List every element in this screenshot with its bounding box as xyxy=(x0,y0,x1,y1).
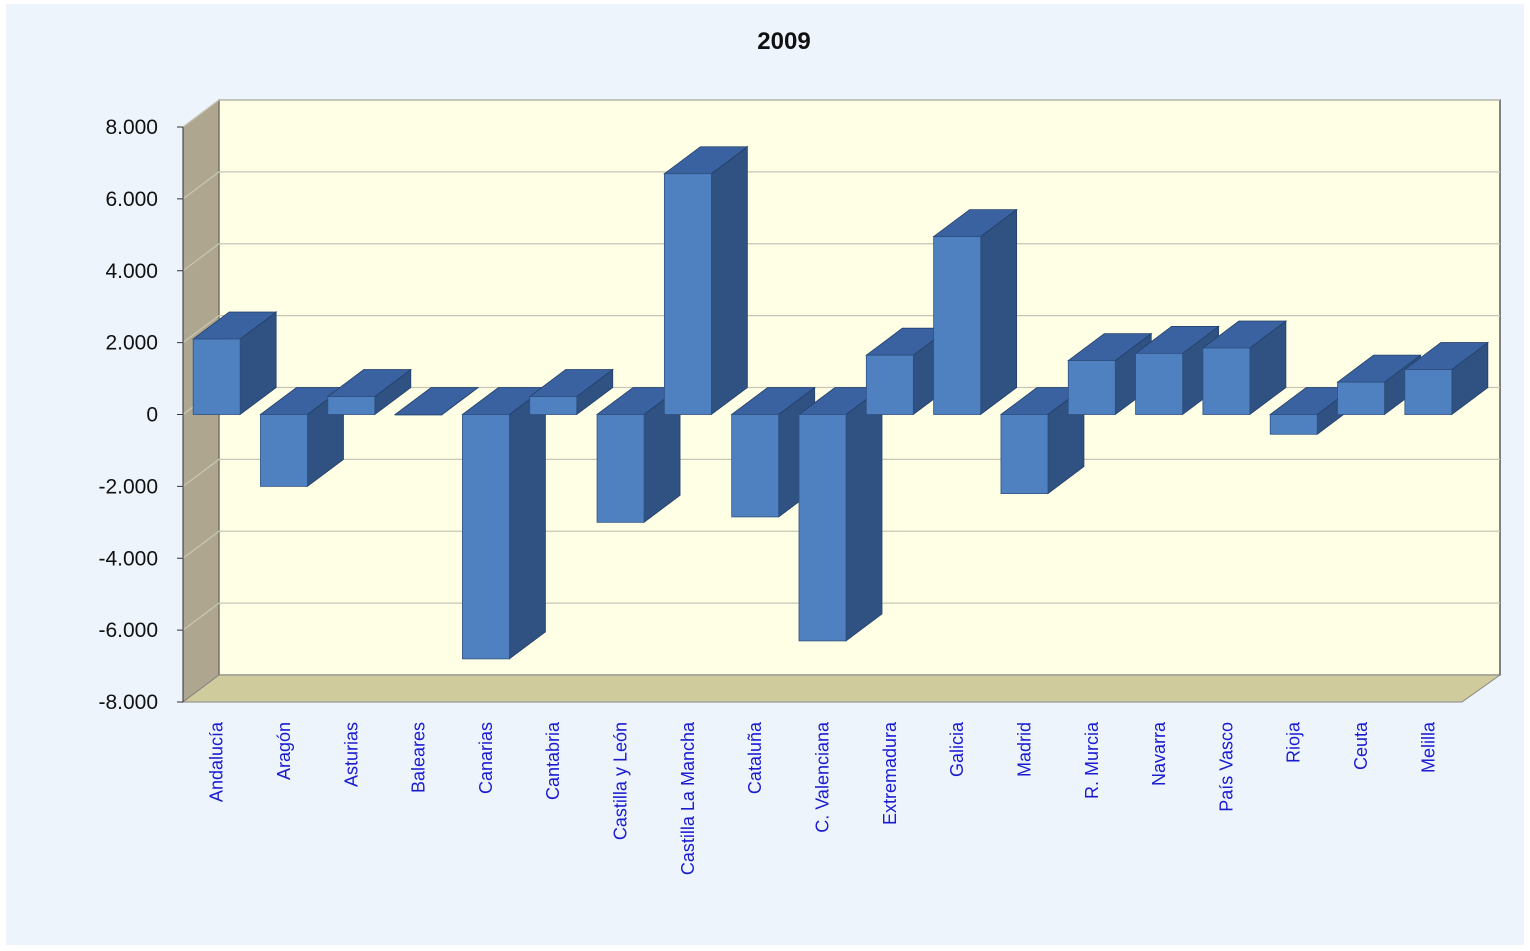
bar-asturias xyxy=(326,368,412,416)
bar xyxy=(865,354,914,415)
bar xyxy=(327,396,376,415)
y-axis: 8.000 6.000 4.000 2.000 0 -2.000 -4.000 -6.000 -… xyxy=(98,116,184,714)
bar xyxy=(1202,347,1251,415)
bar-catalu-a xyxy=(730,386,816,518)
y-tick-label: -2.000 xyxy=(98,475,158,498)
bar-castilla-y-le-n xyxy=(595,386,682,524)
y-tick-label: 2.000 xyxy=(105,332,158,355)
x-tick-label: Madrid xyxy=(1014,722,1034,777)
x-tick-label: Rioja xyxy=(1284,721,1304,763)
bar-galicia xyxy=(932,208,1018,416)
x-tick-label: Extremadura xyxy=(880,721,900,825)
bar xyxy=(1067,360,1116,415)
bar xyxy=(1135,353,1183,415)
x-tick-label: R. Murcia xyxy=(1082,721,1102,799)
y-tick-label: 6.000 xyxy=(105,188,158,211)
bar xyxy=(663,173,712,415)
x-tick-label: Cataluña xyxy=(745,721,765,794)
x-tick-label: Ceuta xyxy=(1351,721,1371,770)
bar xyxy=(933,236,982,415)
bar-c-valenciana xyxy=(797,386,884,642)
x-tick-label: Melilla xyxy=(1418,721,1438,773)
bar xyxy=(1269,414,1318,435)
bar-side xyxy=(509,386,546,660)
bar xyxy=(260,414,308,487)
x-tick-label: Baleares xyxy=(409,722,429,793)
chart-title: 2009 xyxy=(757,28,811,55)
gridline xyxy=(182,530,1500,559)
x-tick-label: Galicia xyxy=(947,721,967,777)
x-tick-label: Castilla La Mancha xyxy=(678,721,698,875)
bar-side xyxy=(845,386,883,642)
bar-side xyxy=(710,145,748,416)
y-tick-label: 0 xyxy=(146,404,158,427)
bar xyxy=(731,414,780,518)
gridline xyxy=(182,315,1500,344)
x-tick-label: Andalucía xyxy=(207,721,227,802)
bar xyxy=(1337,381,1385,415)
y-tick-label: -8.000 xyxy=(98,691,158,714)
bar xyxy=(529,396,578,415)
bar xyxy=(394,414,443,416)
y-tick-label: 8.000 xyxy=(105,116,158,139)
gridline xyxy=(182,99,1500,128)
y-tick-label: -4.000 xyxy=(98,547,158,570)
x-tick-label: C. Valenciana xyxy=(813,721,833,833)
floor xyxy=(181,674,1502,703)
bar-pa-s-vasco xyxy=(1201,320,1288,416)
gridline xyxy=(182,602,1500,631)
bar xyxy=(192,338,241,415)
x-axis: Andalucía Aragón Asturias Baleares Canarias C… xyxy=(207,721,1439,875)
y-tick-label: -6.000 xyxy=(98,619,158,642)
x-tick-label: Cantabria xyxy=(543,721,563,800)
y-tick-label: 4.000 xyxy=(105,260,158,283)
bar-melilla xyxy=(1403,341,1490,416)
bar xyxy=(798,414,847,642)
bar-arag-n xyxy=(259,386,345,488)
x-tick-label: País Vasco xyxy=(1216,722,1236,812)
bar-castilla-la-mancha xyxy=(663,145,749,416)
bar xyxy=(1000,414,1049,494)
bar-canarias xyxy=(461,386,547,660)
bar-andaluc-a xyxy=(191,311,278,416)
bar-cantabria xyxy=(528,368,614,416)
x-tick-label: Castilla y León xyxy=(611,722,631,840)
bar-baleares xyxy=(393,387,480,416)
x-tick-label: Canarias xyxy=(476,722,496,794)
x-tick-label: Aragón xyxy=(274,722,294,780)
x-tick-label: Asturias xyxy=(341,722,361,787)
gridline xyxy=(182,171,1500,200)
chart-bars xyxy=(191,145,1490,660)
bar-side xyxy=(980,208,1018,416)
bar xyxy=(462,414,510,660)
bar xyxy=(1404,369,1453,415)
x-tick-label: Navarra xyxy=(1149,721,1169,786)
gridline xyxy=(182,243,1500,272)
bar xyxy=(596,414,645,523)
